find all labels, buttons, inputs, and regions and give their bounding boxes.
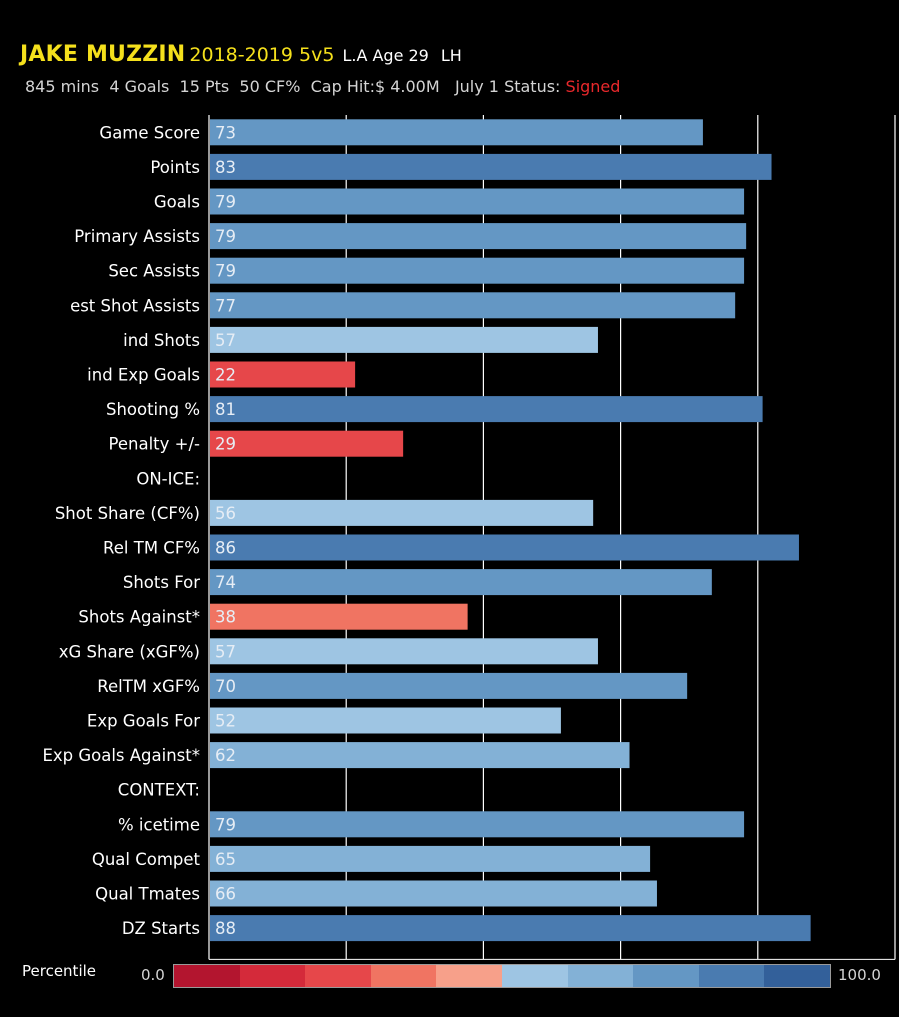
legend-swatch-3 <box>370 965 437 987</box>
bar-penalty[interactable] <box>210 430 404 457</box>
bar-shot-share-cf[interactable] <box>210 499 594 526</box>
value-label-qual-compet: 65 <box>215 850 236 869</box>
bar-points[interactable] <box>210 153 772 180</box>
bar-exp-goals-against[interactable] <box>210 742 630 769</box>
legend-swatch-2 <box>305 965 371 987</box>
cf-stat: 50 CF% <box>239 77 301 96</box>
bar-rel-tm-cf[interactable] <box>210 534 799 561</box>
category-label-primary-assists: Primary Assists <box>74 227 200 246</box>
bar-qual-compet[interactable] <box>210 845 651 872</box>
team-age-label: L.A Age 29 <box>342 46 429 65</box>
legend-swatch-9 <box>764 965 830 987</box>
value-label-primary-assists: 79 <box>215 227 236 246</box>
category-label-goals: Goals <box>154 193 200 212</box>
value-label-shooting: 81 <box>215 400 236 419</box>
category-label-shooting: Shooting % <box>106 400 200 419</box>
legend-swatch-8 <box>698 965 765 987</box>
bar-primary-assists[interactable] <box>210 223 747 250</box>
category-label-context: CONTEXT: <box>118 781 200 800</box>
category-label-qual-tmates: Qual Tmates <box>95 885 200 904</box>
legend-swatch-1 <box>239 965 306 987</box>
value-label-ind-shots: 57 <box>215 331 236 350</box>
status-label: July 1 Status: <box>454 77 561 96</box>
value-label-points: 83 <box>215 158 236 177</box>
category-label-exp-goals-for: Exp Goals For <box>87 712 200 731</box>
value-label-dz-starts: 88 <box>215 919 236 938</box>
value-label-qual-tmates: 66 <box>215 885 236 904</box>
bar-xg-share-xgf[interactable] <box>210 638 598 665</box>
mins-stat: 845 mins <box>25 77 100 96</box>
bar-game-score[interactable] <box>210 119 703 146</box>
handedness-label: LH <box>440 46 462 65</box>
category-label-on-ice: ON-ICE: <box>136 469 200 488</box>
legend-min-label: 0.0 <box>141 966 165 984</box>
category-label-shots-for: Shots For <box>123 573 200 592</box>
category-label-icetime: % icetime <box>118 815 200 834</box>
bar-ind-exp-goals[interactable] <box>210 361 356 388</box>
legend-color-ramp <box>173 964 831 988</box>
points-stat: 15 Pts <box>179 77 230 96</box>
value-label-icetime: 79 <box>215 815 236 834</box>
bar-shots-against[interactable] <box>210 603 468 630</box>
legend-title: Percentile <box>22 962 97 980</box>
category-label-ind-exp-goals: ind Exp Goals <box>87 366 200 385</box>
category-label-est-shot-assists: est Shot Assists <box>70 296 200 315</box>
player-name: JAKE MUZZIN <box>20 42 186 67</box>
category-label-shots-against: Shots Against* <box>78 608 200 627</box>
legend-swatch-0 <box>174 965 240 987</box>
bar-goals[interactable] <box>210 188 745 215</box>
legend-swatch-5 <box>501 965 568 987</box>
category-label-dz-starts: DZ Starts <box>122 919 200 938</box>
category-label-exp-goals-against: Exp Goals Against* <box>42 746 200 765</box>
bar-icetime[interactable] <box>210 811 745 838</box>
category-label-rel-tm-cf: Rel TM CF% <box>103 539 200 558</box>
value-label-penalty: 29 <box>215 435 236 454</box>
bar-shots-for[interactable] <box>210 569 712 596</box>
value-label-goals: 79 <box>215 193 236 212</box>
category-label-reltm-xgf: RelTM xGF% <box>97 677 200 696</box>
value-label-est-shot-assists: 77 <box>215 296 236 315</box>
bar-ind-shots[interactable] <box>210 326 598 353</box>
bar-qual-tmates[interactable] <box>210 880 657 907</box>
category-label-shot-share-cf: Shot Share (CF%) <box>55 504 200 523</box>
category-label-ind-shots: ind Shots <box>123 331 200 350</box>
value-label-shot-share-cf: 56 <box>215 504 236 523</box>
legend-swatch-6 <box>567 965 634 987</box>
category-label-sec-assists: Sec Assists <box>108 262 200 281</box>
legend-swatch-4 <box>436 965 502 987</box>
bar-shooting[interactable] <box>210 396 763 423</box>
value-label-rel-tm-cf: 86 <box>215 539 236 558</box>
value-label-ind-exp-goals: 22 <box>215 366 236 385</box>
cap-hit-stat: Cap Hit:$ 4.00M <box>310 77 440 96</box>
value-label-exp-goals-against: 62 <box>215 746 236 765</box>
value-label-xg-share-xgf: 57 <box>215 642 236 661</box>
legend-max-label: 100.0 <box>838 966 881 984</box>
bar-est-shot-assists[interactable] <box>210 292 736 319</box>
category-label-qual-compet: Qual Compet <box>92 850 201 869</box>
value-label-sec-assists: 79 <box>215 262 236 281</box>
season-label: 2018-2019 5v5 <box>189 44 335 66</box>
value-label-shots-for: 74 <box>215 573 236 592</box>
bar-sec-assists[interactable] <box>210 257 745 284</box>
goals-stat: 4 Goals <box>109 77 170 96</box>
legend-swatch-7 <box>633 965 699 987</box>
bar-dz-starts[interactable] <box>210 915 811 942</box>
value-label-shots-against: 38 <box>215 608 236 627</box>
value-label-exp-goals-for: 52 <box>215 712 236 731</box>
header-title-row: JAKE MUZZIN 2018-2019 5v5 L.A Age 29 LH <box>20 42 462 74</box>
category-label-penalty: Penalty +/- <box>109 435 201 454</box>
value-label-game-score: 73 <box>215 123 236 142</box>
bar-reltm-xgf[interactable] <box>210 672 688 699</box>
category-label-points: Points <box>150 158 200 177</box>
category-label-xg-share-xgf: xG Share (xGF%) <box>59 642 200 661</box>
bar-exp-goals-for[interactable] <box>210 707 561 734</box>
header-stats-row: 845 mins 4 Goals 15 Pts 50 CF% Cap Hit:$… <box>25 77 620 96</box>
status-value: Signed <box>565 77 621 96</box>
category-label-game-score: Game Score <box>99 123 200 142</box>
value-label-reltm-xgf: 70 <box>215 677 236 696</box>
